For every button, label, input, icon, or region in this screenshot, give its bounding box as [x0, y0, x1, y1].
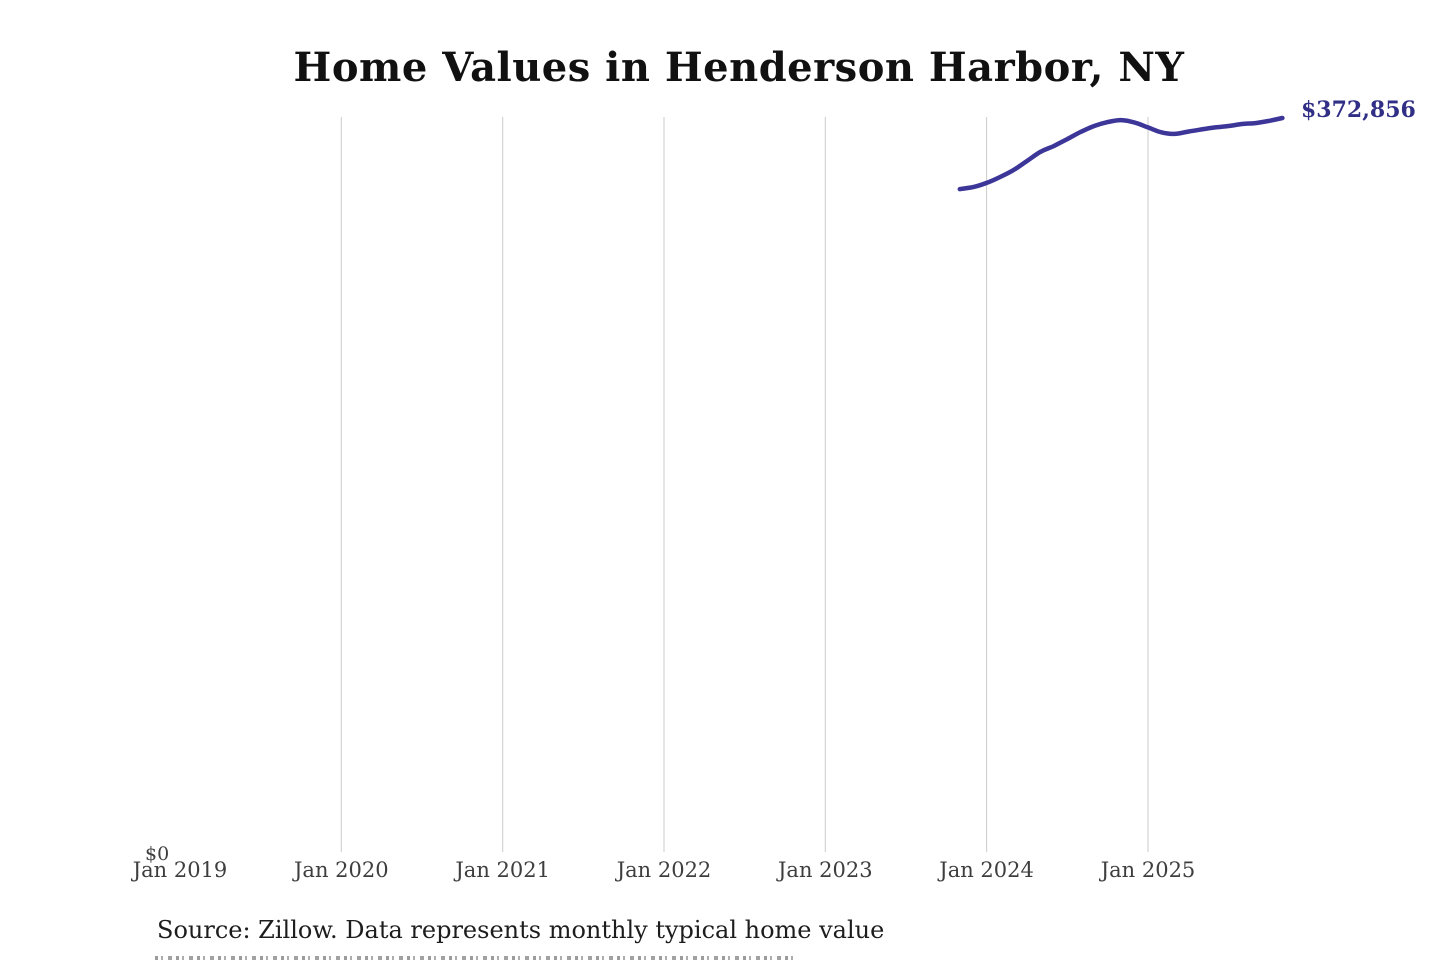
x-tick-label: Jan 2022: [616, 858, 712, 882]
x-tick-label: Jan 2024: [939, 858, 1034, 882]
x-tick-label: Jan 2020: [294, 858, 389, 882]
y-axis-zero-label: $0: [145, 843, 170, 865]
source-note: Source: Zillow. Data represents monthly …: [157, 916, 885, 944]
chart-title: Home Values in Henderson Harbor, NY: [293, 44, 1185, 91]
latest-value-label: $372,856: [1301, 97, 1416, 123]
x-tick-label: Jan 2023: [778, 858, 873, 882]
x-tick-label: Jan 2021: [455, 858, 550, 882]
clipped-text-sliver: [155, 956, 795, 960]
x-tick-label: Jan 2019: [132, 858, 228, 882]
home-value-series-line: [957, 115, 1285, 192]
x-tick-label: Jan 2025: [1100, 858, 1196, 882]
